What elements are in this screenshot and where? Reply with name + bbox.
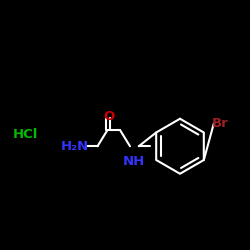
Text: NH: NH xyxy=(122,155,145,168)
Text: Br: Br xyxy=(212,117,228,130)
Text: HCl: HCl xyxy=(12,128,38,141)
Text: O: O xyxy=(103,110,115,123)
Text: H₂N: H₂N xyxy=(61,140,89,153)
